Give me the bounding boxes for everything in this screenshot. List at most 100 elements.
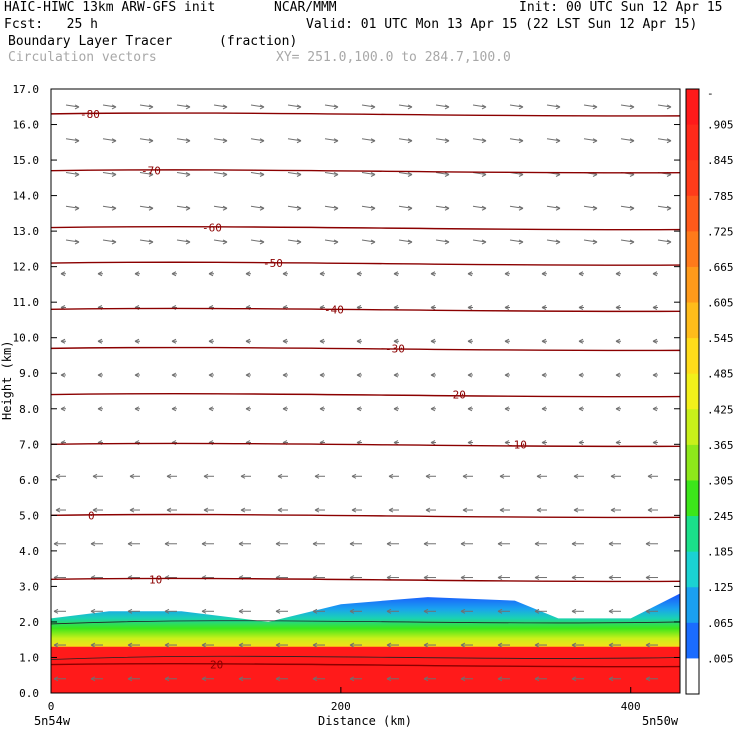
temperature-contour bbox=[51, 307, 680, 313]
vector-arrowhead bbox=[351, 507, 357, 513]
colorbar-swatch bbox=[686, 658, 699, 695]
vector-arrow bbox=[287, 171, 302, 175]
vector-arrowhead bbox=[423, 642, 429, 648]
vector-arrowhead bbox=[222, 104, 228, 110]
vector-arrowhead bbox=[423, 575, 429, 580]
vector-arrow bbox=[213, 239, 228, 243]
vector-arrowhead bbox=[259, 239, 265, 245]
colorbar-swatch bbox=[686, 231, 699, 268]
vector-arrowhead bbox=[629, 205, 635, 211]
contour-label: -30 bbox=[385, 342, 405, 355]
vector-arrow bbox=[102, 205, 117, 209]
vector-arrowhead bbox=[592, 239, 598, 245]
vector-arrowhead bbox=[407, 104, 413, 110]
vector-arrow bbox=[65, 239, 80, 243]
vector-arrowhead bbox=[578, 372, 584, 378]
vector-arrowhead bbox=[504, 338, 510, 344]
vector-arrowhead bbox=[296, 104, 302, 110]
vector-arrowhead bbox=[277, 507, 283, 513]
vector-arrowhead bbox=[467, 372, 473, 378]
vectors-label: Circulation vectors bbox=[8, 50, 157, 65]
vector-arrowhead bbox=[393, 372, 399, 378]
vector-arrowhead bbox=[407, 205, 413, 211]
y-tick-label: 1.0 bbox=[19, 651, 39, 664]
vector-arrow bbox=[472, 239, 487, 243]
vector-arrowhead bbox=[282, 406, 288, 412]
x-tick-label: 400 bbox=[621, 700, 641, 713]
temperature-contours: -80 -70 -60 -50 -40 -30 -20 -10 0 10 20 bbox=[51, 108, 680, 672]
vector-arrowhead bbox=[407, 138, 413, 144]
vector-arrowhead bbox=[356, 271, 362, 277]
vector-arrowhead bbox=[645, 541, 651, 547]
vector-arrowhead bbox=[652, 406, 658, 412]
colorbar-swatch bbox=[686, 516, 699, 553]
vector-arrowhead bbox=[534, 608, 540, 614]
vector-arrowhead bbox=[467, 271, 473, 277]
vector-arrowhead bbox=[296, 138, 302, 144]
y-tick-label: 7.0 bbox=[19, 438, 39, 451]
vector-arrowhead bbox=[666, 104, 672, 110]
vector-arrowhead bbox=[629, 138, 635, 144]
vector-arrowhead bbox=[370, 172, 376, 177]
vector-arrowhead bbox=[386, 575, 392, 580]
vector-arrowhead bbox=[60, 271, 66, 277]
colorbar-swatch bbox=[686, 266, 699, 304]
vector-arrowhead bbox=[388, 473, 394, 479]
vector-arrowhead bbox=[259, 172, 265, 177]
vector-arrow bbox=[139, 205, 154, 209]
vector-arrowhead bbox=[238, 676, 244, 682]
vector-arrowhead bbox=[185, 104, 191, 110]
vector-arrowhead bbox=[481, 205, 487, 211]
vector-arrowhead bbox=[444, 239, 450, 245]
vector-arrowhead bbox=[386, 676, 392, 682]
vector-arrowhead bbox=[370, 239, 376, 245]
vector-arrowhead bbox=[53, 642, 59, 648]
vector-arrow bbox=[657, 104, 672, 108]
vector-arrowhead bbox=[534, 575, 540, 580]
vector-arrowhead bbox=[171, 271, 177, 277]
vector-arrow bbox=[435, 239, 450, 243]
temperature-contour bbox=[51, 346, 680, 352]
colorbar-swatch bbox=[686, 195, 699, 232]
vector-arrow bbox=[287, 138, 302, 142]
vector-arrowhead bbox=[55, 507, 61, 513]
vector-arrowhead bbox=[208, 372, 214, 378]
vector-arrowhead bbox=[208, 338, 214, 344]
vector-arrowhead bbox=[504, 440, 510, 445]
vector-arrow bbox=[398, 239, 413, 243]
vector-arrowhead bbox=[518, 104, 524, 110]
vector-arrowhead bbox=[518, 138, 524, 144]
vector-arrowhead bbox=[652, 305, 658, 310]
vector-arrowhead bbox=[166, 473, 172, 479]
vector-arrowhead bbox=[430, 338, 436, 344]
temperature-contour bbox=[51, 112, 680, 117]
vector-arrowhead bbox=[541, 406, 547, 412]
vector-arrow bbox=[657, 239, 672, 243]
vector-arrow bbox=[65, 171, 80, 175]
vector-arrowhead bbox=[534, 642, 540, 648]
vector-arrowhead bbox=[333, 104, 339, 110]
vector-arrowhead bbox=[497, 676, 503, 682]
colorbar-swatch bbox=[686, 89, 699, 126]
vector-arrowhead bbox=[425, 507, 431, 513]
vector-arrowhead bbox=[60, 406, 66, 412]
vector-arrowhead bbox=[504, 372, 510, 378]
vector-arrowhead bbox=[90, 676, 96, 682]
vector-arrow bbox=[620, 205, 635, 209]
vector-arrowhead bbox=[536, 507, 542, 513]
vector-arrowhead bbox=[666, 205, 672, 211]
vector-arrowhead bbox=[541, 271, 547, 277]
y-tick-label: 9.0 bbox=[19, 367, 39, 380]
vector-arrowhead bbox=[296, 172, 302, 177]
vector-arrowhead bbox=[460, 575, 466, 580]
colorbar-label: .365 bbox=[707, 439, 734, 452]
vector-arrow bbox=[139, 239, 154, 243]
vector-arrowhead bbox=[615, 406, 621, 412]
vector-arrowhead bbox=[201, 642, 207, 648]
vector-arrowhead bbox=[134, 271, 140, 277]
vector-arrowhead bbox=[275, 676, 281, 682]
vector-arrowhead bbox=[134, 338, 140, 344]
contour-label: 20 bbox=[210, 659, 223, 672]
vector-arrowhead bbox=[645, 608, 651, 614]
vector-arrowhead bbox=[201, 676, 207, 682]
